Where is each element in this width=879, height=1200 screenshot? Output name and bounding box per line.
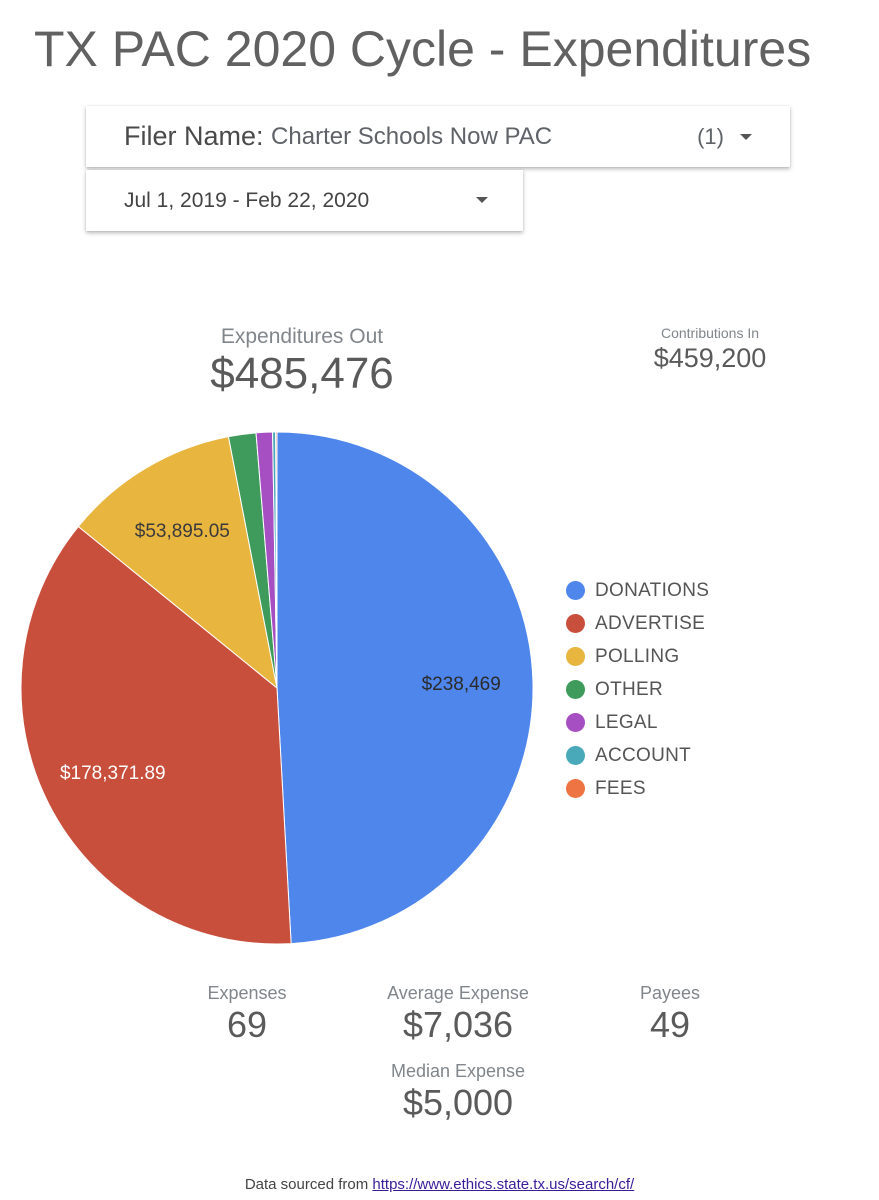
legend-swatch-icon <box>566 746 585 765</box>
legend-label: DONATIONS <box>595 579 710 601</box>
contributions-in-label: Contributions In <box>660 325 760 341</box>
pie-label-advertise: $178,371.89 <box>60 763 166 784</box>
legend-swatch-icon <box>566 779 585 798</box>
expenditures-out-scorecard: Expenditures Out $485,476 <box>152 325 452 399</box>
pie-slice-fees[interactable] <box>275 431 278 689</box>
legend-item-account[interactable]: ACCOUNT <box>566 739 709 772</box>
pie-slice-donations[interactable] <box>276 431 534 945</box>
median-expense-value: $5,000 <box>402 1082 514 1123</box>
legend-item-fees[interactable]: FEES <box>566 772 709 805</box>
pie-label-polling: $53,895.05 <box>135 521 230 542</box>
footer-text: Data sourced from <box>244 1176 369 1193</box>
date-range-value: Jul 1, 2019 - Feb 22, 2020 <box>124 188 370 212</box>
legend-label: FEES <box>595 777 646 799</box>
contributions-in-scorecard: Contributions In $459,200 <box>610 325 810 374</box>
legend-swatch-icon <box>566 680 585 699</box>
legend-item-legal[interactable]: LEGAL <box>566 706 709 739</box>
median-expense-label: Median Expense <box>390 1061 526 1081</box>
page-title: TX PAC 2020 Cycle - Expenditures <box>34 21 812 77</box>
date-range-filter[interactable]: Jul 1, 2019 - Feb 22, 2020 <box>86 170 523 231</box>
legend-label: LEGAL <box>595 711 658 733</box>
expenses-value: 69 <box>226 1004 268 1045</box>
filer-name-filter[interactable]: Filer Name: Charter Schools Now PAC (1) <box>86 106 790 167</box>
legend-item-advertise[interactable]: ADVERTISE <box>566 607 709 640</box>
contributions-in-value: $459,200 <box>653 343 767 373</box>
filer-name-value: Charter Schools Now PAC <box>271 122 553 150</box>
payees-scorecard: Payees 49 <box>590 983 750 1046</box>
legend-item-donations[interactable]: DONATIONS <box>566 574 709 607</box>
expenditures-out-value: $485,476 <box>210 349 394 398</box>
pie-slice-polling[interactable] <box>77 436 278 690</box>
legend-swatch-icon <box>566 581 585 600</box>
average-expense-scorecard: Average Expense $7,036 <box>358 983 558 1046</box>
expenditures-out-label: Expenditures Out <box>220 325 384 348</box>
filer-name-colon: : <box>256 121 272 151</box>
legend-swatch-icon <box>566 713 585 732</box>
legend-swatch-icon <box>566 614 585 633</box>
average-expense-value: $7,036 <box>402 1004 514 1045</box>
legend-item-other[interactable]: OTHER <box>566 673 709 706</box>
legend-label: ADVERTISE <box>595 612 706 634</box>
filer-name-label: Filer Name <box>124 121 257 151</box>
source-link[interactable]: https://www.ethics.state.tx.us/search/cf… <box>372 1176 635 1193</box>
expenses-label: Expenses <box>207 983 287 1003</box>
payees-value: 49 <box>649 1004 691 1045</box>
average-expense-label: Average Expense <box>387 983 529 1003</box>
footer-source: Data sourced from https://www.ethics.sta… <box>0 1176 879 1193</box>
legend-label: ACCOUNT <box>595 744 692 766</box>
date-dropdown-caret-icon[interactable] <box>476 197 488 203</box>
pie-legend: DONATIONS ADVERTISE POLLING OTHER LEGAL ACCOU… <box>566 574 709 805</box>
filer-selected-count: (1) <box>697 123 724 149</box>
legend-label: OTHER <box>595 678 663 700</box>
filer-dropdown-caret-icon[interactable] <box>740 134 752 140</box>
legend-item-polling[interactable]: POLLING <box>566 640 709 673</box>
legend-swatch-icon <box>566 647 585 666</box>
expenses-scorecard: Expenses 69 <box>167 983 327 1046</box>
pie-slice-advertise[interactable] <box>20 525 292 945</box>
legend-label: POLLING <box>595 645 680 667</box>
payees-label: Payees <box>639 983 701 1003</box>
expenditures-pie-chart: $238,469 $178,371.89 $53,895.05 <box>20 431 534 945</box>
pie-label-donations: $238,469 <box>422 674 501 695</box>
median-expense-scorecard: Median Expense $5,000 <box>358 1061 558 1124</box>
